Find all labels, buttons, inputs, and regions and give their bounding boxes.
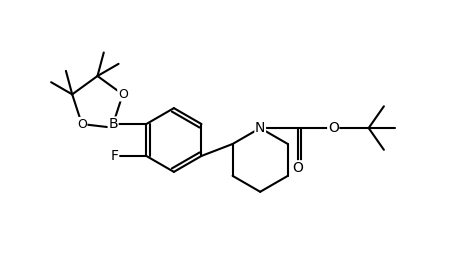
Text: O: O (77, 118, 87, 130)
Text: N: N (255, 121, 266, 135)
Text: B: B (108, 117, 118, 131)
Text: O: O (292, 161, 303, 175)
Text: F: F (110, 149, 118, 163)
Text: O: O (118, 88, 128, 101)
Text: O: O (328, 121, 339, 135)
